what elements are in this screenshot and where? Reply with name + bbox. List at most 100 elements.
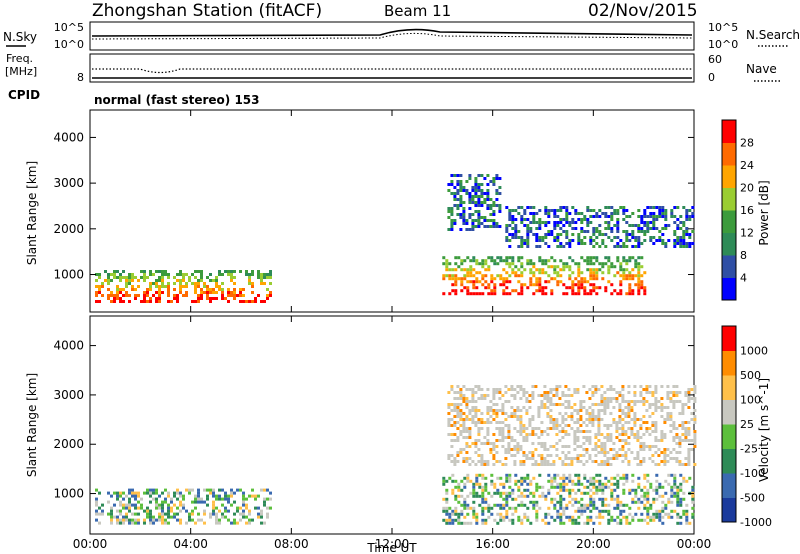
echo-cell [466, 506, 470, 510]
echo-cell [167, 491, 170, 495]
echo-cell [477, 448, 481, 451]
echo-cell [498, 397, 502, 400]
echo-cell [269, 276, 272, 279]
echo-cell [212, 488, 215, 492]
echo-cell [483, 198, 487, 201]
echo-cell [571, 221, 575, 224]
echo-cell [116, 270, 119, 273]
echo-cell [526, 245, 530, 248]
echo-cell [158, 506, 161, 510]
echo-cell [585, 448, 589, 451]
echo-cell [119, 503, 122, 507]
echo-cell [456, 183, 460, 186]
echo-cell [598, 482, 602, 486]
echo-cell [526, 259, 530, 263]
echo-cell [242, 494, 245, 498]
echo-cell [203, 500, 206, 504]
echo-cell [555, 421, 559, 424]
echo-cell [639, 445, 643, 448]
echo-cell [684, 394, 688, 397]
echo-cell [564, 406, 568, 409]
echo-cell [481, 512, 485, 516]
echo-cell [456, 391, 460, 394]
echo-cell [107, 512, 110, 516]
echo-cell [161, 270, 164, 273]
echo-cell [556, 509, 560, 513]
echo-cell [185, 282, 188, 285]
echo-cell [248, 282, 251, 285]
echo-cell [116, 521, 119, 525]
echo-cell [486, 183, 490, 186]
echo-cell [637, 271, 641, 275]
echo-cell [681, 406, 685, 409]
echo-cell [107, 276, 110, 279]
echo-cell [480, 418, 484, 421]
echo-cell [233, 518, 236, 522]
echo-cell [535, 509, 539, 513]
echo-cell [628, 289, 632, 293]
echo-cell [607, 206, 611, 209]
echo-cell [544, 494, 548, 498]
echo-cell [537, 454, 541, 457]
echo-cell [167, 300, 170, 303]
echo-cell [670, 485, 674, 489]
echo-cell [513, 409, 517, 412]
echo-cell [625, 515, 629, 519]
echo-cell [676, 497, 680, 501]
echo-cell [613, 476, 617, 480]
echo-cell [649, 506, 653, 510]
echo-cell [134, 518, 137, 522]
echo-cell [128, 506, 131, 510]
echo-cell [215, 285, 218, 288]
echo-cell [604, 215, 608, 218]
echo-cell [571, 271, 575, 275]
echo-cell [499, 482, 503, 486]
echo-cell [125, 506, 128, 510]
echo-cell [453, 198, 457, 201]
echo-cell [143, 521, 146, 525]
echo-cell [586, 292, 590, 296]
echo-cell [445, 518, 449, 522]
echo-cell [528, 451, 532, 454]
colorbar-tick-label: 4 [740, 272, 747, 285]
echo-cell [466, 479, 470, 483]
echo-cell [466, 268, 470, 272]
echo-cell [592, 482, 596, 486]
echo-cell [552, 460, 556, 463]
echo-cell [511, 236, 515, 239]
echo-cell [519, 409, 523, 412]
echo-cell [618, 427, 622, 430]
echo-cell [520, 239, 524, 242]
colorbar-swatch [722, 165, 736, 188]
echo-cell [660, 436, 664, 439]
echo-cell [609, 448, 613, 451]
echo-cell [95, 294, 98, 297]
echo-cell [586, 503, 590, 507]
echo-cell [450, 210, 454, 213]
echo-cell [442, 262, 446, 266]
echo-cell [453, 222, 457, 225]
echo-cell [511, 227, 515, 230]
echo-cell [672, 457, 676, 460]
echo-cell [481, 491, 485, 495]
echo-cell [571, 218, 575, 221]
echo-cell [559, 259, 563, 263]
echo-cell [459, 228, 463, 231]
echo-cell [137, 294, 140, 297]
echo-cell [664, 227, 668, 230]
echo-cell [559, 488, 563, 492]
echo-cell [559, 233, 563, 236]
echo-cell [568, 268, 572, 272]
echo-cell [574, 262, 578, 266]
echo-cell [619, 280, 623, 284]
echo-cell [666, 412, 670, 415]
echo-cell [465, 180, 469, 183]
echo-cell [630, 418, 634, 421]
echo-cell [122, 276, 125, 279]
echo-cell [107, 273, 110, 276]
echo-cell [459, 397, 463, 400]
echo-cell [492, 204, 496, 207]
echo-cell [161, 291, 164, 294]
echo-cell [612, 457, 616, 460]
echo-cell [460, 521, 464, 525]
